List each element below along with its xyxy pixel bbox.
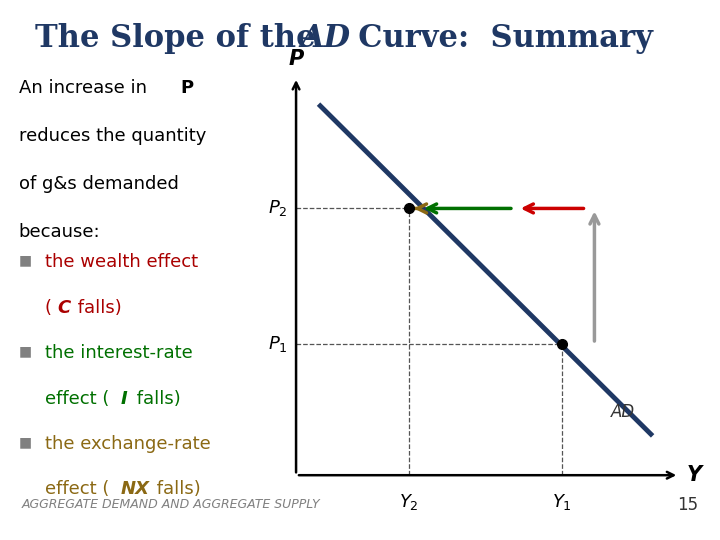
Text: the wealth effect: the wealth effect (45, 253, 198, 272)
Text: $P_2$: $P_2$ (269, 198, 288, 219)
Text: Y: Y (687, 465, 702, 485)
Text: P: P (180, 79, 193, 97)
Text: because:: because: (19, 224, 100, 241)
Text: AGGREGATE DEMAND AND AGGREGATE SUPPLY: AGGREGATE DEMAND AND AGGREGATE SUPPLY (22, 498, 320, 511)
Text: P: P (289, 49, 304, 69)
Text: falls): falls) (151, 480, 201, 498)
Text: reduces the quantity: reduces the quantity (19, 127, 206, 145)
Text: ■: ■ (19, 253, 32, 267)
Text: NX: NX (121, 480, 150, 498)
Text: AD: AD (300, 23, 350, 53)
Text: Curve:  Summary: Curve: Summary (338, 23, 653, 53)
Text: An increase in: An increase in (19, 79, 153, 97)
Text: ■: ■ (19, 344, 32, 358)
Text: of g&s demanded: of g&s demanded (19, 176, 179, 193)
Text: effect (: effect ( (45, 389, 109, 408)
Text: I: I (121, 389, 127, 408)
Text: AD: AD (611, 403, 635, 421)
Text: C: C (58, 299, 71, 317)
Text: (: ( (45, 299, 52, 317)
Text: $Y_1$: $Y_1$ (552, 491, 572, 511)
Text: falls): falls) (131, 389, 181, 408)
Text: the exchange-rate: the exchange-rate (45, 435, 210, 453)
Text: ■: ■ (19, 435, 32, 449)
Text: effect (: effect ( (45, 480, 109, 498)
Text: the interest-rate: the interest-rate (45, 344, 192, 362)
Text: falls): falls) (72, 299, 122, 317)
Text: $P_1$: $P_1$ (269, 334, 288, 354)
Text: The Slope of the: The Slope of the (35, 23, 327, 53)
Text: $Y_2$: $Y_2$ (399, 491, 419, 511)
Text: 15: 15 (678, 496, 698, 514)
